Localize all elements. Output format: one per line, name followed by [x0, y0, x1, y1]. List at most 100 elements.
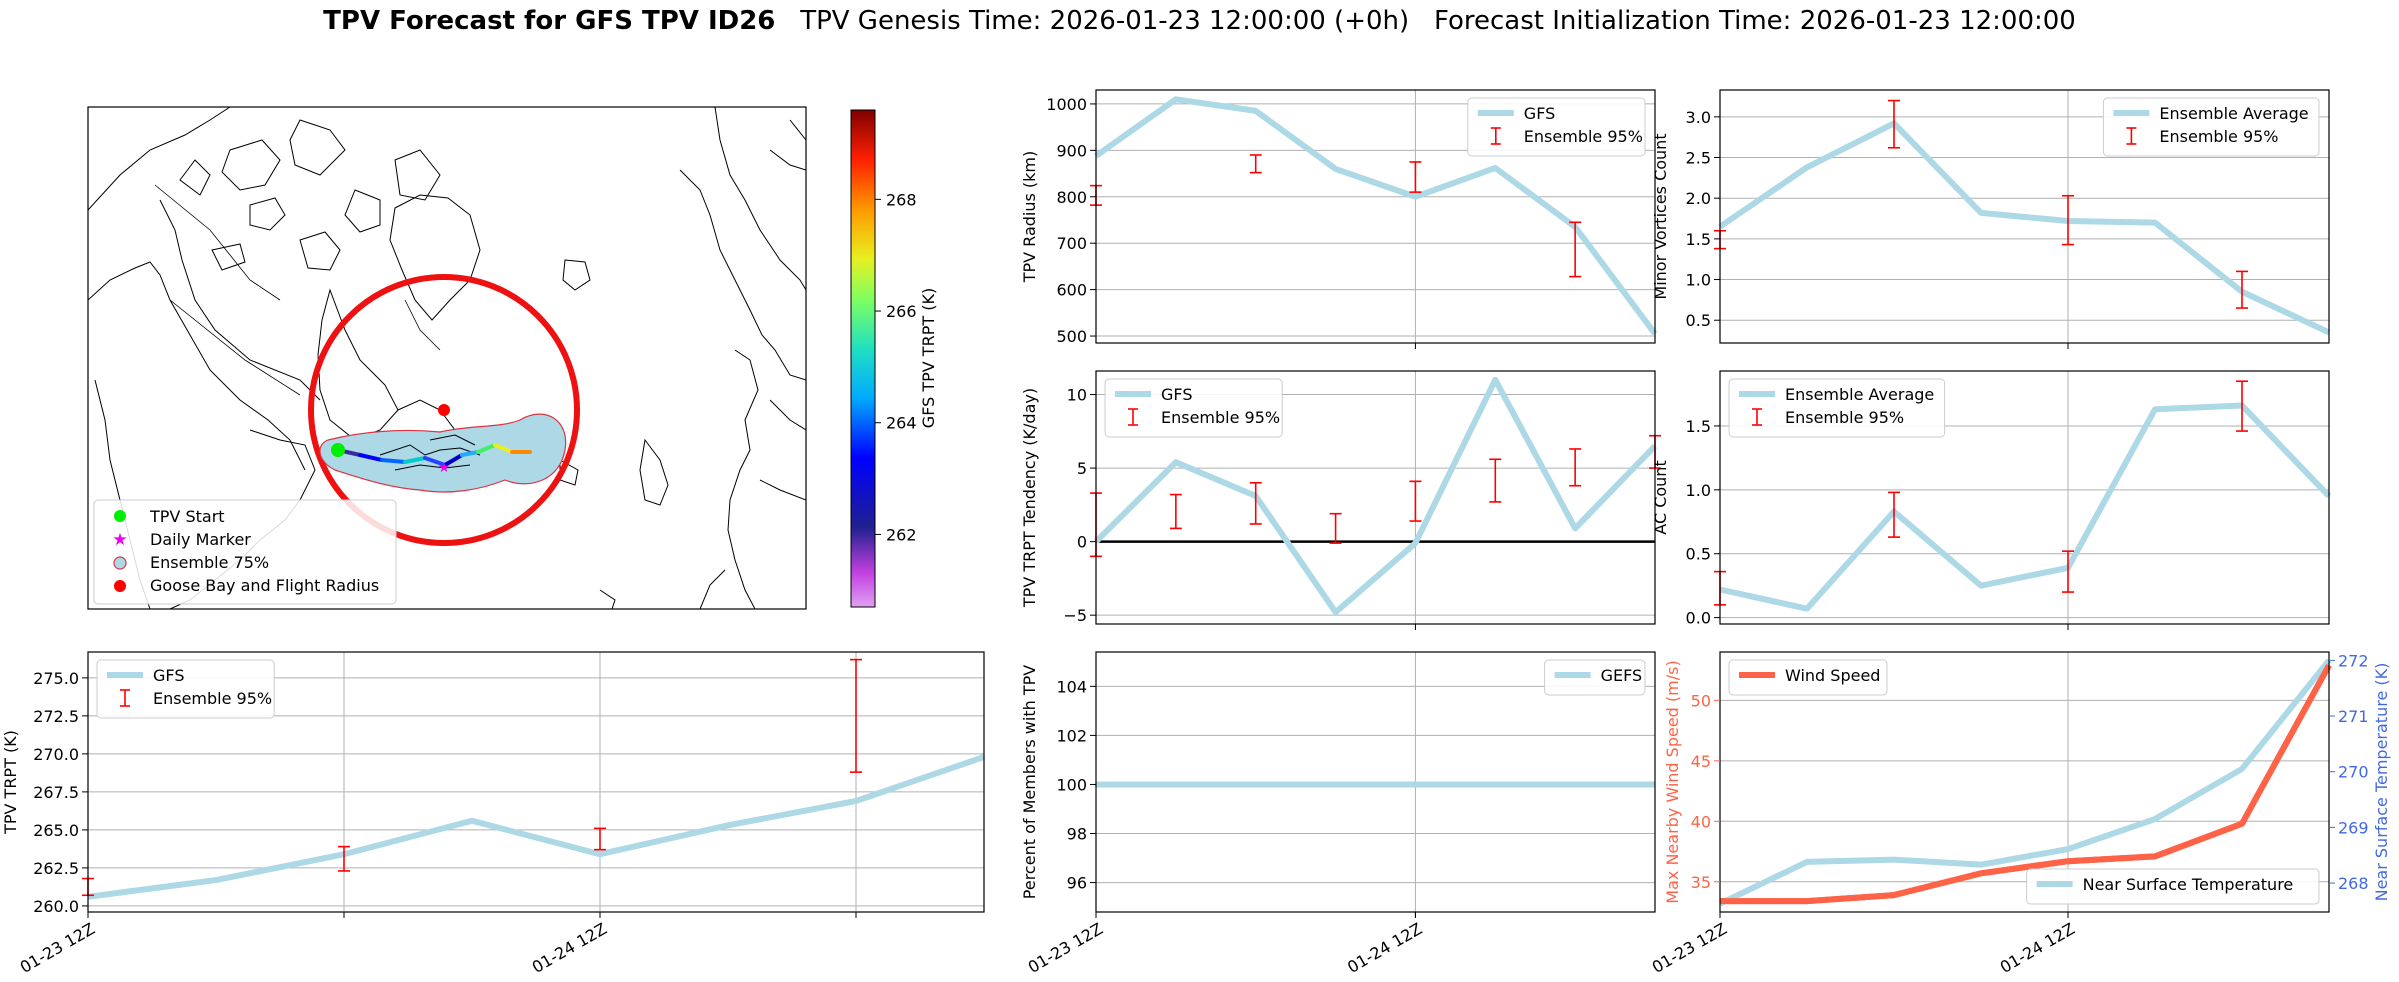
y-tick-label-right: 268: [2338, 874, 2369, 893]
map-legend-label: Goose Bay and Flight Radius: [150, 576, 379, 595]
legend-label: Ensemble 95%: [153, 689, 272, 708]
y-tick-label: 1.5: [1686, 230, 1711, 249]
colorbar: 262 264 266 268 GFS TPV TRPT (K): [850, 109, 938, 608]
chart-radius: 500 600 700 800 900 1000 TPV Radius (km) GFS Ens…: [1020, 89, 1658, 349]
y-tick-label: 10: [1067, 386, 1087, 405]
legend-box: [1544, 659, 1646, 696]
error-bar: [1569, 448, 1582, 487]
error-bar: [1329, 512, 1342, 544]
y-axis-label: TPV Radius (km): [1020, 151, 1039, 284]
init-time: Forecast Initialization Time: 2026-01-23…: [1433, 6, 2076, 36]
legend-box: [2102, 97, 2320, 157]
plot-frame: [1095, 370, 1656, 625]
y-tick-label: 100: [1056, 775, 1087, 794]
map-legend-label: Daily Marker: [150, 530, 251, 549]
colorbar-ticks: 262 264 266 268: [875, 190, 917, 544]
plot-frame: [1095, 651, 1656, 913]
genesis-time: TPV Genesis Time: 2026-01-23 12:00:00 (+…: [800, 6, 1410, 36]
legend-label: Ensemble 95%: [2159, 127, 2278, 146]
y-tick-label: 98: [1067, 825, 1087, 844]
legend: GFS Ensemble 95%: [96, 659, 275, 719]
legend-label: Wind Speed: [1785, 666, 1880, 685]
colorbar-label: GFS TPV TRPT (K): [919, 288, 938, 428]
y-tick-label: 0.5: [1686, 545, 1711, 564]
y-tick-label: 0: [1077, 533, 1087, 552]
tpv-track: [336, 443, 532, 467]
plot-frame: [1095, 89, 1656, 344]
chart-members: 96 98 100 102 104 Percent of Members with TPV…: [1020, 651, 1656, 977]
y-tick-label: 102: [1056, 726, 1087, 745]
legend-label: GFS: [1161, 385, 1192, 404]
legend-box: [1728, 659, 1888, 696]
y-tick-label: 96: [1067, 874, 1087, 893]
ensemble-swatch-icon: [113, 556, 127, 570]
y-tick-label: 1.0: [1686, 481, 1711, 500]
y-tick-label: 3.0: [1686, 108, 1711, 127]
error-bar: [2236, 270, 2248, 309]
legend-label: Near Surface Temperature: [2083, 875, 2294, 894]
y-tick-label: 260.0: [33, 897, 79, 916]
error-bar: [1249, 154, 1262, 174]
y-tick-label: 265.0: [33, 821, 79, 840]
y-axis-label: TPV TRPT (K): [1, 730, 20, 835]
y-tick-label-right: 269: [2338, 818, 2369, 837]
y-tick-label: 275.0: [33, 669, 79, 688]
y-tick-label: 1.5: [1686, 417, 1711, 436]
colorbar-tick-label: 268: [886, 190, 917, 209]
y-tick-label: 800: [1056, 188, 1087, 207]
y-tick-label-right: 270: [2338, 763, 2369, 782]
legend: Ensemble Average Ensemble 95%: [2102, 97, 2320, 157]
legend-label: GFS: [1524, 104, 1555, 123]
error-bar: [1249, 481, 1262, 525]
x-tick-label: 01-24 12Z: [1997, 919, 2078, 977]
y-tick-label: 272.5: [33, 707, 79, 726]
series-line-ensemble-average: [1718, 120, 2331, 336]
x-tick-label: 01-23 12Z: [1025, 919, 1106, 977]
y-axis-label: AC Count: [1651, 460, 1670, 534]
plot-frame: [1719, 89, 2330, 344]
error-bar: [2062, 550, 2074, 593]
tpv-start-marker: [331, 443, 345, 457]
x-tick-label: 01-23 12Z: [1649, 919, 1730, 977]
error-bar: [1888, 491, 1900, 538]
map-panel: ★ TPV Start ★ Daily Marker Ensemble 75% …: [87, 106, 938, 610]
green-dot-icon: [114, 510, 126, 522]
error-bar: [850, 658, 862, 773]
y-tick-label: 2.5: [1686, 149, 1711, 168]
y-tick-label: 35: [1691, 873, 1711, 892]
y-tick-label: 1000: [1046, 95, 1087, 114]
y-axis-label: Percent of Members with TPV: [1020, 665, 1039, 899]
y-tick-label: 2.0: [1686, 189, 1711, 208]
error-bar: [1489, 458, 1502, 503]
plot-frame: [1719, 651, 2330, 913]
legend-box: [1728, 378, 1946, 438]
error-bar: [2236, 380, 2248, 432]
series-line-ensemble-average: [1719, 402, 2332, 612]
error-bar: [1409, 161, 1422, 193]
colorbar-tick-label: 266: [886, 302, 917, 321]
colorbar-tick-label: 264: [886, 414, 917, 433]
y-tick-label: 270.0: [33, 745, 79, 764]
magenta-star-icon: ★: [112, 530, 127, 550]
y-axis-label: Minor Vortices Count: [1651, 133, 1670, 299]
series-line-gfs: [87, 754, 985, 900]
map-legend: TPV Start ★ Daily Marker Ensemble 75% Go…: [93, 499, 397, 605]
legend-label: Ensemble 95%: [1161, 408, 1280, 427]
legend-label: GEFS: [1601, 666, 1643, 685]
flight-radius-circle: [308, 274, 580, 546]
chart-tendency: −5 0 5 10 TPV TRPT Tendency (K/day) GFS Ensemb…: [1020, 370, 1661, 630]
legend-box: [2026, 868, 2320, 905]
error-bar: [1409, 480, 1422, 522]
y-axis-label-right: Near Surface Temperature (K): [2372, 663, 2391, 902]
series-line-wind-speed: [1720, 663, 2332, 905]
ensemble-75-region: [319, 413, 567, 493]
y-tick-label: −5: [1063, 606, 1087, 625]
country-borders: [154, 184, 441, 396]
daily-marker-star: ★: [438, 460, 451, 476]
chart-trpt: 260.0 262.5 265.0 267.5 270.0 272.5 275.0 TPV T…: [1, 651, 985, 977]
legend-label: GFS: [153, 666, 184, 685]
legend-label: Ensemble 95%: [1785, 408, 1904, 427]
y-tick-label: 5: [1077, 459, 1087, 478]
legend: Ensemble Average Ensemble 95%: [1728, 378, 1946, 438]
